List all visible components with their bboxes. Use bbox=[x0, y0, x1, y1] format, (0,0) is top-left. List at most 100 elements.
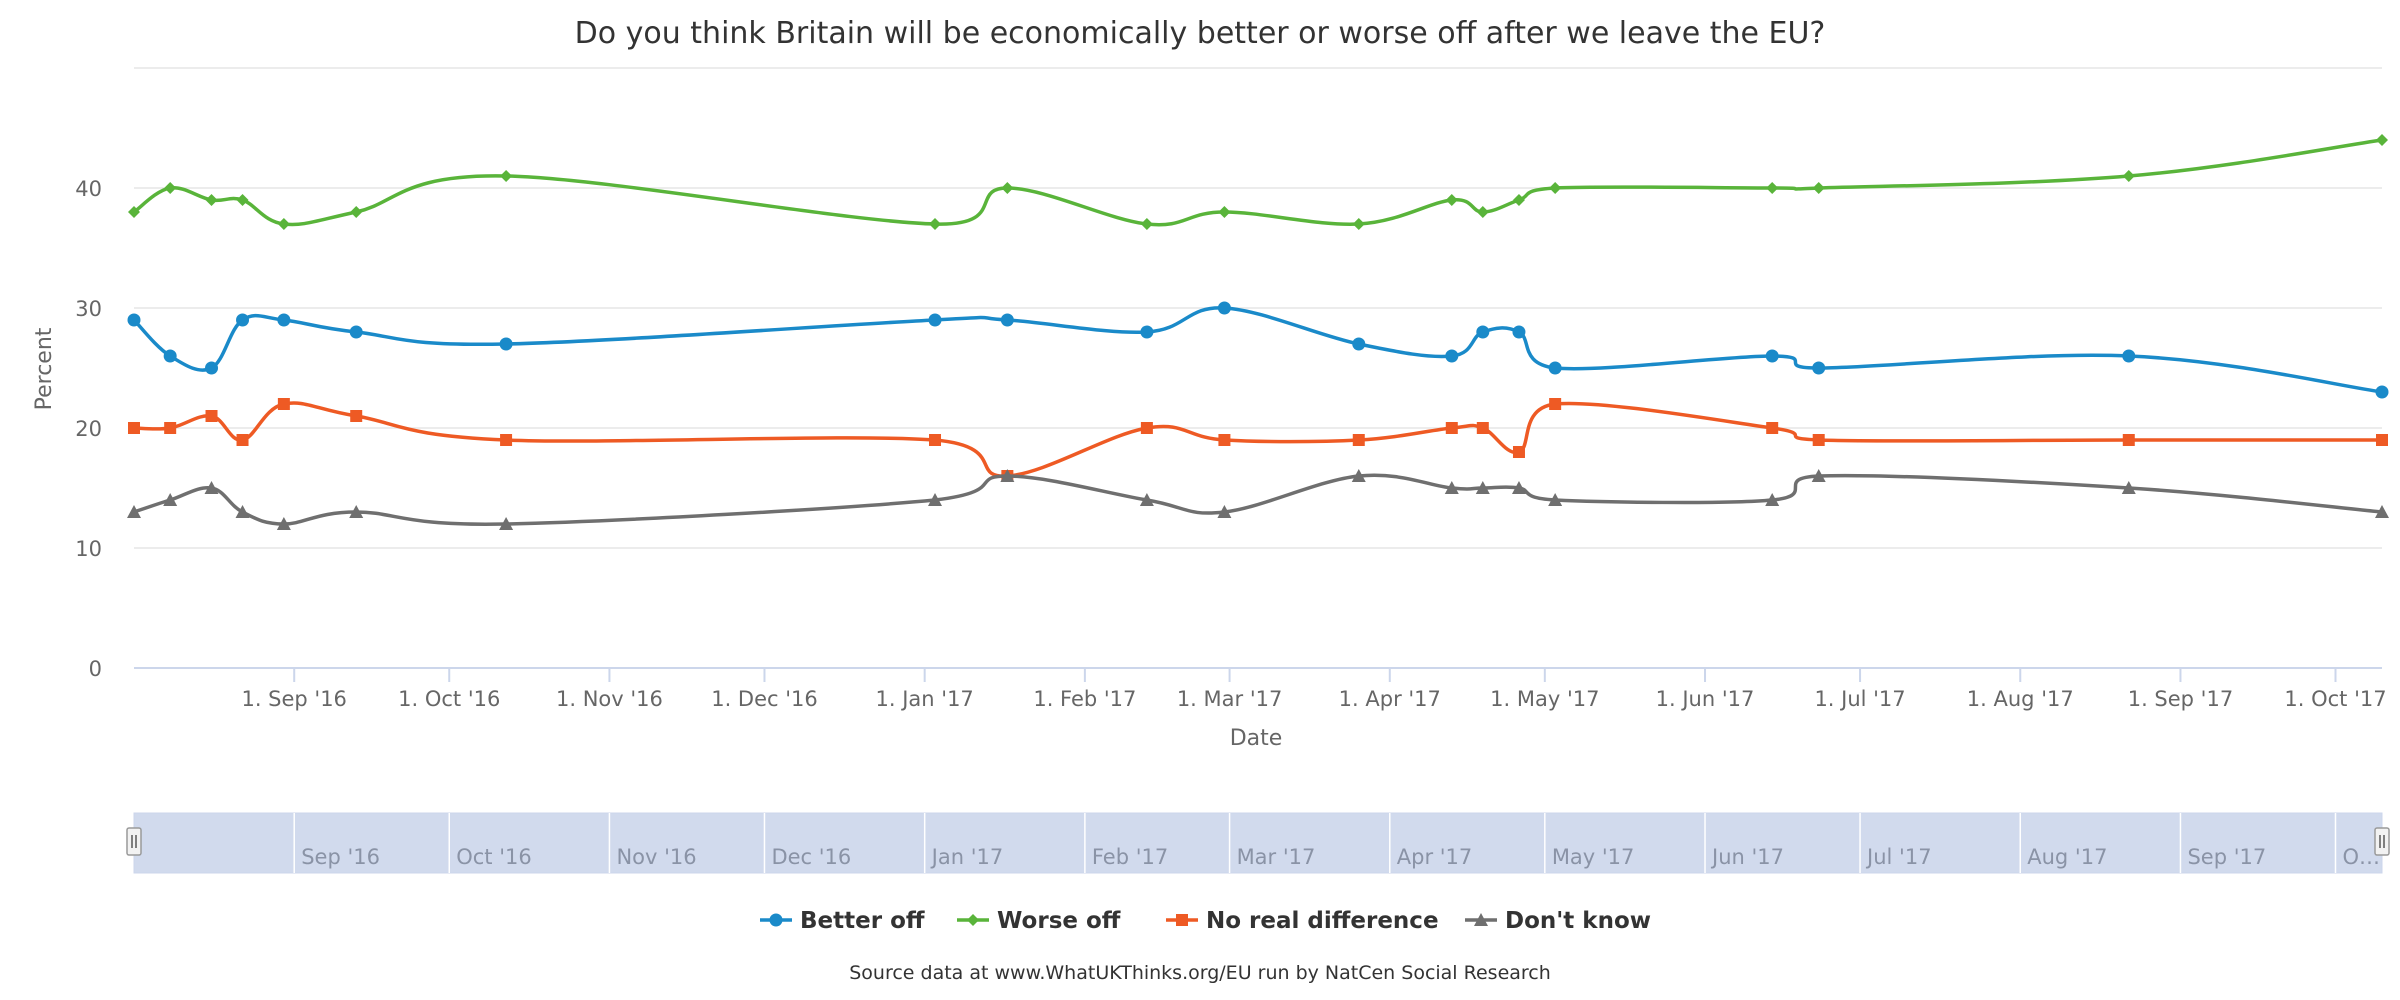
data-point[interactable] bbox=[350, 206, 363, 218]
legend-item-better-off[interactable]: Better off bbox=[760, 908, 925, 934]
data-point[interactable] bbox=[1812, 434, 1825, 446]
x-tick-label: 1. May '17 bbox=[1490, 687, 1599, 711]
data-point[interactable] bbox=[2122, 170, 2135, 182]
data-point[interactable] bbox=[1217, 301, 1231, 315]
data-point[interactable] bbox=[2375, 385, 2389, 399]
data-point[interactable] bbox=[1351, 469, 1366, 482]
data-point[interactable] bbox=[1352, 337, 1366, 351]
data-point[interactable] bbox=[2122, 349, 2136, 363]
data-point[interactable] bbox=[1140, 218, 1153, 230]
data-point[interactable] bbox=[1765, 349, 1779, 363]
data-point[interactable] bbox=[1445, 349, 1459, 363]
data-point[interactable] bbox=[1548, 361, 1562, 375]
data-point[interactable] bbox=[1218, 206, 1231, 218]
data-point[interactable] bbox=[500, 170, 513, 182]
data-point[interactable] bbox=[127, 505, 141, 518]
data-point[interactable] bbox=[1476, 422, 1489, 434]
data-point[interactable] bbox=[1000, 469, 1015, 482]
data-point[interactable] bbox=[1512, 446, 1525, 458]
data-point[interactable] bbox=[127, 313, 141, 327]
data-point[interactable] bbox=[128, 422, 140, 434]
data-point[interactable] bbox=[928, 313, 942, 327]
data-point[interactable] bbox=[1000, 313, 1014, 327]
data-point[interactable] bbox=[1548, 493, 1563, 506]
data-point[interactable] bbox=[205, 194, 218, 206]
data-point[interactable] bbox=[1352, 218, 1365, 230]
data-point[interactable] bbox=[1811, 469, 1826, 482]
legend-item-worse-off[interactable]: Worse off bbox=[957, 908, 1121, 934]
navigator-tick-label: Jun '17 bbox=[1710, 845, 1784, 869]
data-point[interactable] bbox=[929, 218, 942, 230]
data-point[interactable] bbox=[350, 410, 363, 422]
data-point[interactable] bbox=[204, 481, 219, 494]
data-point[interactable] bbox=[1140, 422, 1153, 434]
data-point[interactable] bbox=[1511, 481, 1526, 494]
data-point[interactable] bbox=[1445, 194, 1458, 206]
data-point[interactable] bbox=[2376, 134, 2388, 146]
y-tick-label: 0 bbox=[89, 657, 102, 681]
data-point[interactable] bbox=[1766, 422, 1779, 434]
legend-marker bbox=[967, 914, 979, 926]
data-point[interactable] bbox=[164, 422, 177, 434]
data-point[interactable] bbox=[928, 493, 943, 506]
navigator-handle-right[interactable] bbox=[2374, 827, 2390, 856]
series-better-off bbox=[127, 301, 2389, 399]
data-point[interactable] bbox=[1476, 325, 1490, 339]
y-axis-title: Percent bbox=[32, 327, 57, 410]
data-point[interactable] bbox=[1001, 182, 1014, 194]
data-point[interactable] bbox=[163, 349, 177, 363]
data-point[interactable] bbox=[499, 337, 513, 351]
legend-item-no-real-difference[interactable]: No real difference bbox=[1166, 908, 1439, 934]
data-point[interactable] bbox=[2121, 481, 2136, 494]
navigator[interactable]: Sep '16 Oct '16 Nov '16 Dec '16 Jan '17 Feb '… bbox=[126, 812, 2390, 874]
x-axis-title: Date bbox=[1230, 726, 1283, 751]
data-point[interactable] bbox=[2122, 434, 2135, 446]
navigator-handle-left[interactable] bbox=[126, 827, 142, 856]
data-point[interactable] bbox=[128, 206, 140, 218]
data-point[interactable] bbox=[1549, 182, 1562, 194]
data-point[interactable] bbox=[349, 325, 363, 339]
data-point[interactable] bbox=[205, 361, 219, 375]
data-point[interactable] bbox=[1766, 182, 1779, 194]
data-point[interactable] bbox=[1139, 493, 1154, 506]
data-point[interactable] bbox=[1475, 481, 1490, 494]
data-point[interactable] bbox=[1512, 194, 1525, 206]
data-point[interactable] bbox=[205, 410, 218, 422]
series-line[interactable] bbox=[133, 473, 2383, 526]
navigator-tick-label: Jan '17 bbox=[930, 845, 1004, 869]
series-line[interactable] bbox=[132, 306, 2383, 394]
data-point[interactable] bbox=[235, 505, 250, 518]
data-point[interactable] bbox=[277, 218, 290, 230]
series-line[interactable] bbox=[133, 401, 2382, 478]
data-point[interactable] bbox=[236, 313, 250, 327]
data-point[interactable] bbox=[1140, 325, 1154, 339]
data-point[interactable] bbox=[2376, 434, 2388, 446]
data-point[interactable] bbox=[1218, 434, 1231, 446]
data-point[interactable] bbox=[2375, 505, 2389, 518]
data-point[interactable] bbox=[1512, 325, 1526, 339]
data-point[interactable] bbox=[500, 434, 513, 446]
data-point[interactable] bbox=[499, 517, 514, 530]
data-point[interactable] bbox=[1444, 481, 1459, 494]
data-point[interactable] bbox=[277, 398, 290, 410]
legend-label: Don't know bbox=[1505, 908, 1651, 934]
data-point[interactable] bbox=[1445, 422, 1458, 434]
data-point[interactable] bbox=[1476, 206, 1489, 218]
data-point[interactable] bbox=[929, 434, 942, 446]
data-point[interactable] bbox=[1765, 493, 1780, 506]
data-point[interactable] bbox=[1217, 505, 1232, 518]
data-point[interactable] bbox=[1812, 182, 1825, 194]
data-point[interactable] bbox=[1549, 398, 1562, 410]
data-point[interactable] bbox=[236, 434, 249, 446]
y-tick-label: 30 bbox=[75, 297, 102, 321]
data-point[interactable] bbox=[1812, 361, 1826, 375]
data-point[interactable] bbox=[276, 517, 291, 530]
data-point[interactable] bbox=[349, 505, 364, 518]
data-point[interactable] bbox=[163, 493, 178, 506]
data-point[interactable] bbox=[236, 194, 249, 206]
data-point[interactable] bbox=[277, 313, 291, 327]
data-point[interactable] bbox=[1352, 434, 1365, 446]
data-point[interactable] bbox=[164, 182, 177, 194]
series-line[interactable] bbox=[132, 138, 2383, 227]
legend-item-don-t-know[interactable]: Don't know bbox=[1465, 908, 1651, 934]
